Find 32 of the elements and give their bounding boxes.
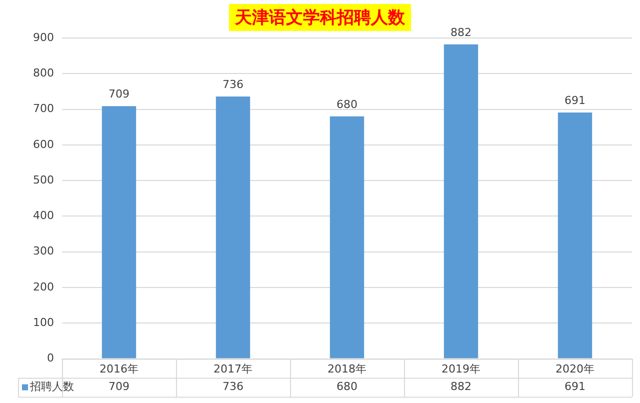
y-tick-label: 100 [33,316,54,330]
text: 736 [222,380,244,394]
y-tick-label: 700 [33,102,54,116]
text: 691 [564,380,586,394]
y-tick-label: 900 [33,30,54,44]
x-tick-label: 2020年 [556,362,594,376]
y-tick-label: 200 [33,280,54,294]
y-tick-label: 300 [33,244,54,258]
y-tick-label: 600 [33,138,54,151]
bar [558,112,592,358]
text: 680 [336,380,358,394]
bar [102,106,136,358]
data-label: 736 [222,78,244,91]
data-label: 709 [108,87,130,100]
data-label: 691 [564,94,586,107]
y-tick-label: 500 [33,173,54,186]
chart-title: 天津语文学科招聘人数 [229,4,411,31]
y-tick-label: 0 [47,352,54,365]
y-tick-label: 400 [33,209,54,222]
text: 709 [108,380,130,394]
data-label: 680 [336,98,358,111]
legend-label: 招聘人数 [29,380,74,394]
bar [216,96,250,358]
bar [330,116,364,358]
x-tick-label: 2016年 [100,362,138,376]
bar [444,44,478,358]
text: 882 [450,380,472,394]
x-tick-label: 2017年 [214,362,252,376]
x-tick-label: 2019年 [442,362,480,376]
x-tick-label: 2018年 [328,362,366,376]
data-label: 882 [450,26,472,39]
y-tick-label: 800 [33,66,54,80]
